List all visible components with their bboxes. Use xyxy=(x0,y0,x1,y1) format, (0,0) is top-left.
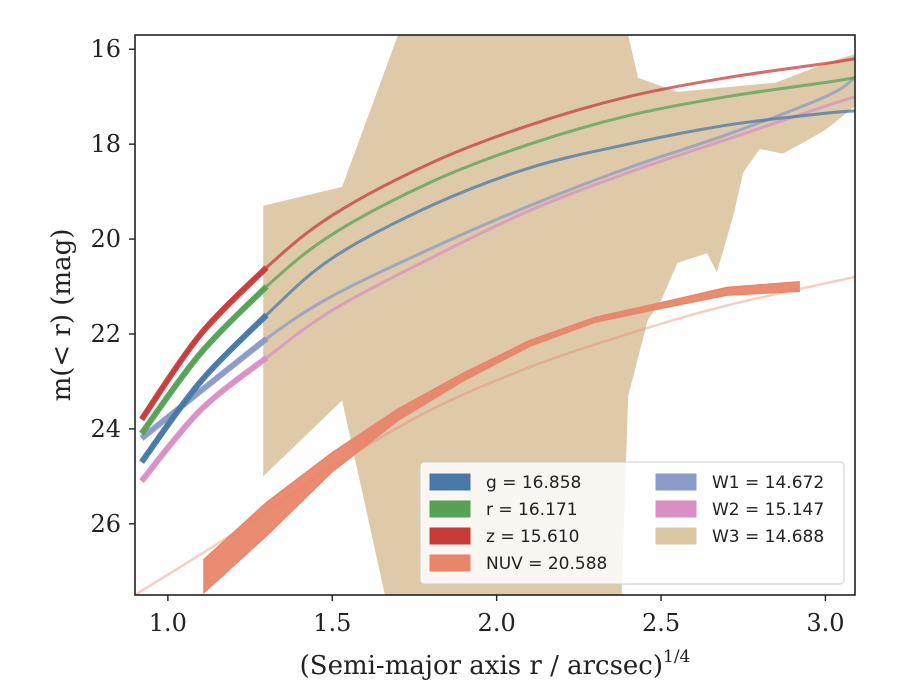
series-z-measured xyxy=(139,265,269,422)
legend-swatch-w3 xyxy=(655,527,697,545)
legend-swatch-r xyxy=(429,500,471,518)
legend-swatch-z xyxy=(429,527,471,545)
series-nuv-band xyxy=(203,280,800,595)
legend-swatch-w2 xyxy=(655,500,697,518)
legend-label-g: g = 16.858 xyxy=(486,473,581,493)
y-tick-label: 24 xyxy=(90,415,121,443)
legend-label-r: r = 16.171 xyxy=(486,500,578,520)
x-axis-label: (Semi-major axis r / arcsec)1/4 xyxy=(300,647,691,681)
axes: 1.0 1.5 2.0 2.5 3.0 16 18 20 22 24 26 (Semi-major a… xyxy=(47,34,856,681)
series-w3-band xyxy=(263,35,855,595)
x-tick-label: 2.5 xyxy=(642,609,680,637)
y-tick-label: 26 xyxy=(90,510,121,538)
legend-swatch-w1 xyxy=(655,473,697,491)
x-tick-label: 1.5 xyxy=(313,609,351,637)
y-tick-label: 22 xyxy=(90,320,121,348)
y-tick-label: 18 xyxy=(90,130,121,158)
legend: g = 16.858 r = 16.171 z = 15.610 NUV = 20.5… xyxy=(419,461,845,585)
legend-label-w2: W2 = 15.147 xyxy=(712,500,824,520)
y-tick-label: 20 xyxy=(90,225,121,253)
series-w2-measured xyxy=(139,355,269,484)
series-w1-measured xyxy=(139,336,269,441)
series-g-measured xyxy=(139,312,269,464)
legend-label-w3: W3 = 14.688 xyxy=(712,527,824,547)
legend-label-z: z = 15.610 xyxy=(486,527,579,547)
legend-label-w1: W1 = 14.672 xyxy=(712,473,824,493)
plot-frame xyxy=(134,34,856,596)
legend-label-nuv: NUV = 20.588 xyxy=(486,554,607,574)
plot-area xyxy=(135,35,855,595)
series-r-measured xyxy=(139,284,269,436)
y-axis-label: m(< r) (mag) xyxy=(47,229,77,402)
x-tick-label: 2.0 xyxy=(478,609,516,637)
y-tick-label: 16 xyxy=(90,35,121,63)
x-tick-label: 1.0 xyxy=(149,609,187,637)
legend-box xyxy=(419,461,845,585)
legend-swatch-g xyxy=(429,473,471,491)
x-tick-label: 3.0 xyxy=(806,609,844,637)
legend-swatch-nuv xyxy=(429,554,471,572)
